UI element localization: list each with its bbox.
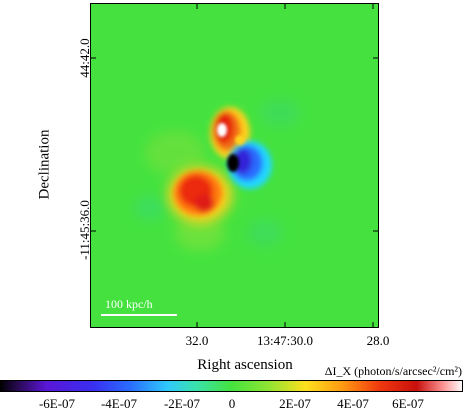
x-tick-label: 28.0 xyxy=(366,333,390,348)
colorbar-tick-label: 6E-07 xyxy=(392,396,424,411)
residual-map: 100 kpc/h xyxy=(90,3,379,328)
colorbar-gradient xyxy=(0,380,463,392)
colorbar-tick-label: -2E-07 xyxy=(163,396,201,411)
colorbar-title: ΔI_X (photon/s/arcsec²/cm²) xyxy=(324,364,462,378)
colorbar-tick-label: 4E-07 xyxy=(337,396,369,411)
y-tick-label: -11:45:36.0 xyxy=(77,200,92,260)
x-axis-label: Right ascension xyxy=(197,357,293,373)
colorbar xyxy=(0,379,463,392)
x-tick-label: 13:47:30.0 xyxy=(257,333,313,348)
colorbar-tick-label: 0 xyxy=(228,396,236,411)
colorbar-tick-label: 2E-07 xyxy=(279,396,311,411)
colorbar-tick-label: -4E-07 xyxy=(100,396,138,411)
y-axis-label: Declination xyxy=(36,129,53,200)
colorbar-tick-label: -6E-07 xyxy=(38,396,76,411)
residual-map-image xyxy=(90,3,379,328)
scale-bar-label: 100 kpc/h xyxy=(105,297,153,311)
x-tick-label: 32.0 xyxy=(185,333,209,348)
y-tick-label: 44:42.0 xyxy=(77,38,92,78)
